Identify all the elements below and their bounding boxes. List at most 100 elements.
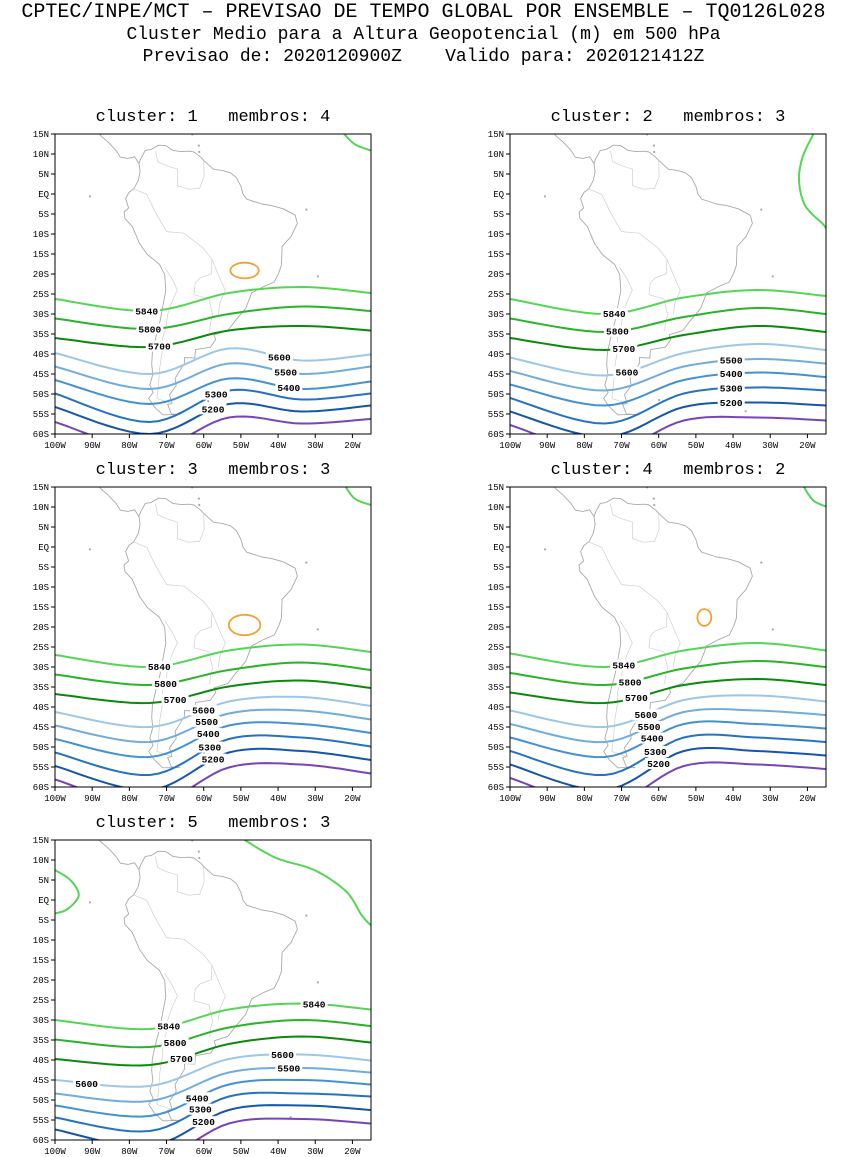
island-dot [316, 275, 319, 278]
island-dot [771, 275, 774, 278]
x-axis-tick-label: 60W [196, 441, 213, 450]
coastline-south-america [578, 497, 753, 769]
contour-label-mask [610, 342, 638, 354]
island-dot [653, 503, 656, 507]
contour-label-mask [622, 692, 650, 704]
y-axis-tick-label: 50S [33, 743, 49, 753]
x-axis-tick-label: 80W [121, 441, 138, 450]
figure-validity: Previsao de: 2020120900Z Valido para: 20… [142, 47, 705, 67]
x-axis-tick-label: 50W [688, 441, 705, 450]
figure-subtitle: Cluster Medio para a Altura Geopotencial… [126, 25, 721, 45]
contour-label: 5400 [186, 1093, 209, 1104]
map-frame [509, 486, 827, 788]
y-axis-tick-label: 25S [33, 996, 49, 1006]
tropical-contour-arc [55, 869, 80, 915]
contour-label-mask [269, 1048, 297, 1060]
closed-high-contour [696, 608, 713, 627]
y-axis-tick-label: 60S [33, 783, 49, 793]
x-axis-tick-label: 90W [539, 794, 556, 803]
contour-label: 5600 [271, 1050, 294, 1061]
x-axis-tick-label: 20W [344, 441, 361, 450]
island-dot [198, 150, 201, 154]
contour-label: 5500 [274, 368, 297, 379]
contour-line-5300 [510, 733, 826, 776]
coastline-central-america [98, 487, 140, 517]
map-frame [54, 133, 372, 435]
contour-label-mask [635, 720, 663, 732]
map-frame [54, 839, 372, 1141]
y-axis-tick-label: 40S [33, 703, 49, 713]
y-axis-tick-label: 35S [33, 683, 49, 693]
y-axis-tick-label: 40S [33, 350, 49, 360]
closed-high-contour [227, 613, 262, 637]
contour-label-mask [161, 1037, 189, 1049]
contour-line-low [55, 415, 371, 434]
y-axis-tick-label: 30S [33, 663, 49, 673]
x-axis-tick-label: 70W [158, 794, 175, 803]
x-axis-tick-label: 100W [44, 794, 66, 803]
y-axis-tick-label: 35S [33, 1036, 49, 1046]
contour-label: 5200 [647, 759, 670, 770]
country-border [211, 259, 226, 315]
contour-label-mask [616, 676, 644, 688]
y-axis-tick-label: 35S [33, 330, 49, 340]
y-axis-tick-label: 15S [33, 250, 49, 260]
island-dot [657, 398, 661, 402]
contour-label-mask [717, 397, 745, 409]
y-axis-tick-label: 10S [488, 230, 504, 240]
panel-cluster-1: cluster: 1 membros: 4 15N 10N 5N EQ 5S 10S 15S… [21, 108, 377, 450]
y-axis-tick-label: 5S [38, 916, 49, 926]
island-dot [289, 1116, 292, 1119]
contour-label: 5700 [148, 342, 171, 353]
map-frame [509, 133, 827, 435]
contour-line-5400 [55, 721, 371, 759]
y-axis-tick-label: EQ [493, 190, 504, 200]
contour-label: 5400 [277, 383, 300, 394]
contour-label: 5600 [192, 705, 215, 716]
contour-label: 5200 [202, 755, 225, 766]
island-dot [305, 561, 308, 564]
contour-label-mask [133, 305, 161, 317]
y-axis-tick-label: 50S [33, 390, 49, 400]
y-axis-tick-label: 55S [33, 1116, 49, 1126]
contour-label: 5800 [619, 677, 642, 688]
y-axis-tick-label: 50S [488, 743, 504, 753]
contour-label: 5800 [606, 327, 629, 338]
panel-title: cluster: 5 membros: 3 [95, 814, 331, 833]
contour-label: 5600 [616, 368, 639, 379]
contour-line-5400 [55, 377, 371, 406]
x-axis-tick-label: 60W [196, 1147, 213, 1156]
contour-label-mask [194, 727, 222, 739]
contour-line-5400 [510, 371, 826, 407]
country-border [610, 150, 660, 190]
contour-label-mask [73, 1078, 101, 1090]
map-cluster-4: 15N 10N 5N EQ 5S 10S 15S 20S 25S 30S 35S 40S 45S 50S 5… [488, 483, 827, 803]
country-border [133, 541, 167, 585]
x-axis-tick-label: 90W [539, 441, 556, 450]
coastline-south-america [578, 144, 753, 416]
x-axis-tick-label: 40W [270, 441, 287, 450]
y-axis-tick-label: 5S [38, 563, 49, 573]
y-axis-tick-label: 60S [488, 783, 504, 793]
y-axis-tick-label: 30S [488, 663, 504, 673]
y-axis-tick-label: 5N [38, 170, 49, 180]
contour-label-mask [717, 354, 745, 366]
contour-label: 5700 [625, 693, 648, 704]
x-axis-tick-label: 80W [576, 794, 593, 803]
y-axis-tick-label: EQ [38, 896, 49, 906]
island-dot [88, 901, 92, 904]
island-dot [744, 410, 747, 413]
contour-line-low [510, 761, 826, 787]
country-border [166, 584, 213, 685]
tropical-contour-arc [798, 134, 826, 229]
contour-label-mask [202, 388, 230, 400]
contour-label: 5600 [75, 1079, 98, 1090]
x-axis-tick-label: 80W [121, 1147, 138, 1156]
x-axis-tick-label: 50W [233, 441, 250, 450]
country-border [621, 584, 668, 685]
country-border [666, 612, 681, 668]
x-axis-tick-label: 100W [499, 794, 521, 803]
contour-label: 5500 [638, 722, 661, 733]
y-axis-tick-label: 10N [33, 503, 49, 513]
contour-line-5200 [510, 747, 826, 787]
